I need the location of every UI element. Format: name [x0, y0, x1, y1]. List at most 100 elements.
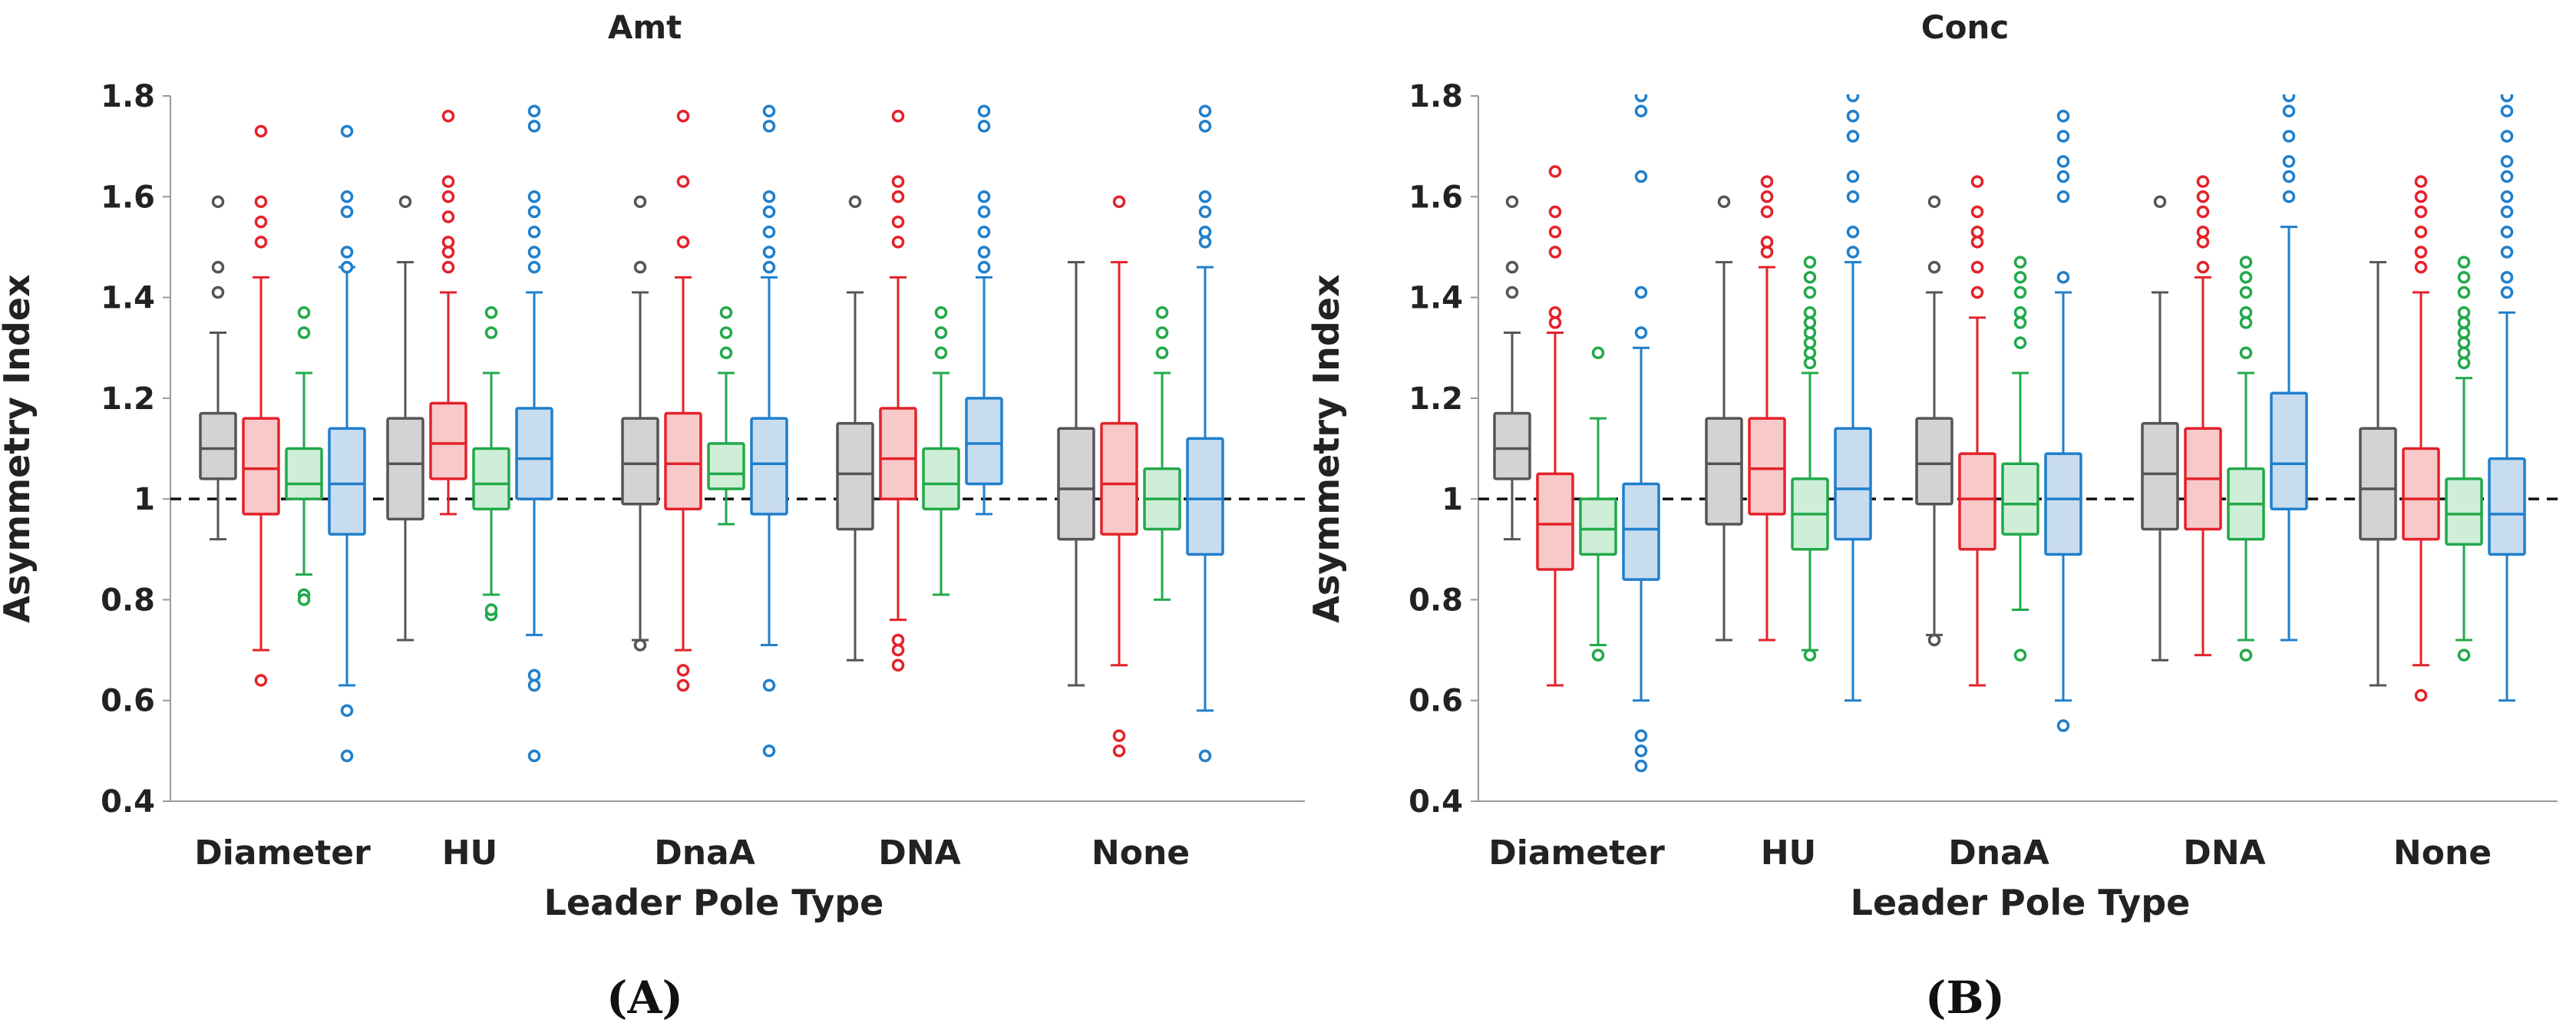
outlier-point: [211, 260, 225, 274]
box-iqr: [1057, 427, 1095, 541]
box-blue-dnaa: [750, 104, 788, 757]
x-tick-label-dnaa: DnaA: [1948, 833, 2049, 873]
x-tick-label-none: None: [2393, 833, 2492, 873]
plot-area: [1493, 94, 2526, 773]
box-green-none: [2445, 256, 2483, 662]
box-blue-diameter: [1622, 94, 1660, 773]
outlier-point: [1927, 633, 1941, 647]
outlier-point: [1803, 271, 1817, 284]
outlier-point: [297, 593, 311, 606]
outlier-point: [1970, 236, 1984, 249]
outlier-point: [441, 210, 455, 223]
box-iqr: [965, 397, 1003, 486]
outlier-point: [340, 260, 354, 274]
outlier-point: [762, 260, 776, 274]
outlier-point: [2056, 130, 2070, 143]
outlier-point: [1803, 649, 1817, 662]
outlier-point: [297, 306, 311, 319]
outlier-point: [340, 749, 354, 763]
outlier-point: [1505, 260, 1519, 274]
x-axis-label: Leader Pole Type: [544, 882, 884, 923]
outlier-point: [1803, 356, 1817, 370]
outlier-point: [762, 205, 776, 219]
outlier-point: [2282, 190, 2296, 203]
box-green-hu: [1791, 256, 1829, 662]
outlier-point: [1112, 744, 1126, 757]
y-tick-label: 1.8: [1409, 79, 1463, 114]
y-tick-label: 1.6: [101, 180, 155, 215]
outlier-point: [762, 678, 776, 692]
outlier-point: [2500, 155, 2514, 168]
outlier-point: [1634, 326, 1648, 339]
outlier-point: [1846, 130, 1860, 143]
outlier-point: [2282, 170, 2296, 183]
box-red-none: [1100, 195, 1138, 757]
box-iqr: [1915, 417, 1953, 506]
box-iqr: [1748, 417, 1786, 516]
outlier-point: [1760, 190, 1774, 203]
outlier-point: [441, 175, 455, 188]
outlier-point: [2239, 285, 2253, 299]
outlier-point: [676, 678, 690, 692]
x-tick-label-diameter: Diameter: [194, 833, 371, 873]
outlier-point: [527, 749, 541, 763]
y-axis-label: Asymmetry Index: [1306, 274, 1347, 622]
outlier-point: [1548, 306, 1562, 319]
panel-label: (A): [606, 972, 683, 1024]
outlier-point: [2457, 285, 2471, 299]
outlier-point: [2414, 175, 2428, 188]
outlier-point: [527, 225, 541, 239]
box-iqr: [1536, 472, 1574, 571]
outlier-point: [2056, 155, 2070, 168]
outlier-point: [2056, 190, 2070, 203]
outlier-point: [2196, 225, 2210, 239]
outlier-point: [2013, 256, 2027, 269]
box-iqr: [2001, 462, 2039, 536]
outlier-point: [2013, 649, 2027, 662]
box-red-dna: [879, 110, 917, 672]
outlier-point: [2196, 205, 2210, 219]
outlier-point: [1548, 316, 1562, 329]
outlier-point: [977, 246, 991, 259]
outlier-point: [527, 668, 541, 682]
box-green-hu: [472, 306, 510, 622]
y-tick-label: 1: [134, 482, 155, 517]
outlier-point: [762, 104, 776, 117]
outlier-point: [398, 195, 412, 209]
outlier-point: [1198, 236, 1212, 249]
outlier-point: [254, 124, 268, 138]
outlier-point: [2282, 130, 2296, 143]
outlier-point: [1846, 225, 1860, 239]
outlier-point: [2013, 306, 2027, 319]
outlier-point: [1634, 759, 1648, 773]
box-iqr: [2141, 421, 2179, 531]
outlier-point: [1505, 285, 1519, 299]
plot-area: [199, 104, 1224, 763]
outlier-point: [1846, 170, 1860, 183]
outlier-point: [1198, 120, 1212, 133]
outlier-point: [340, 704, 354, 718]
outlier-point: [1760, 236, 1774, 249]
outlier-point: [1846, 110, 1860, 123]
outlier-point: [891, 643, 905, 657]
box-green-dna: [922, 306, 960, 596]
outlier-point: [633, 639, 647, 652]
outlier-point: [527, 678, 541, 692]
outlier-point: [1548, 225, 1562, 239]
outlier-point: [1970, 205, 1984, 219]
outlier-point: [676, 664, 690, 677]
outlier-point: [1927, 195, 1941, 209]
outlier-point: [2457, 306, 2471, 319]
outlier-point: [1634, 104, 1648, 117]
box-red-hu: [1748, 175, 1786, 642]
outlier-point: [2500, 205, 2514, 219]
outlier-point: [1155, 306, 1169, 319]
box-iqr: [2270, 391, 2308, 511]
outlier-point: [2239, 316, 2253, 329]
box-blue-dnaa: [2044, 110, 2082, 732]
outlier-point: [1505, 195, 1519, 209]
outlier-point: [211, 285, 225, 299]
outlier-point: [2414, 246, 2428, 259]
outlier-point: [2056, 110, 2070, 123]
